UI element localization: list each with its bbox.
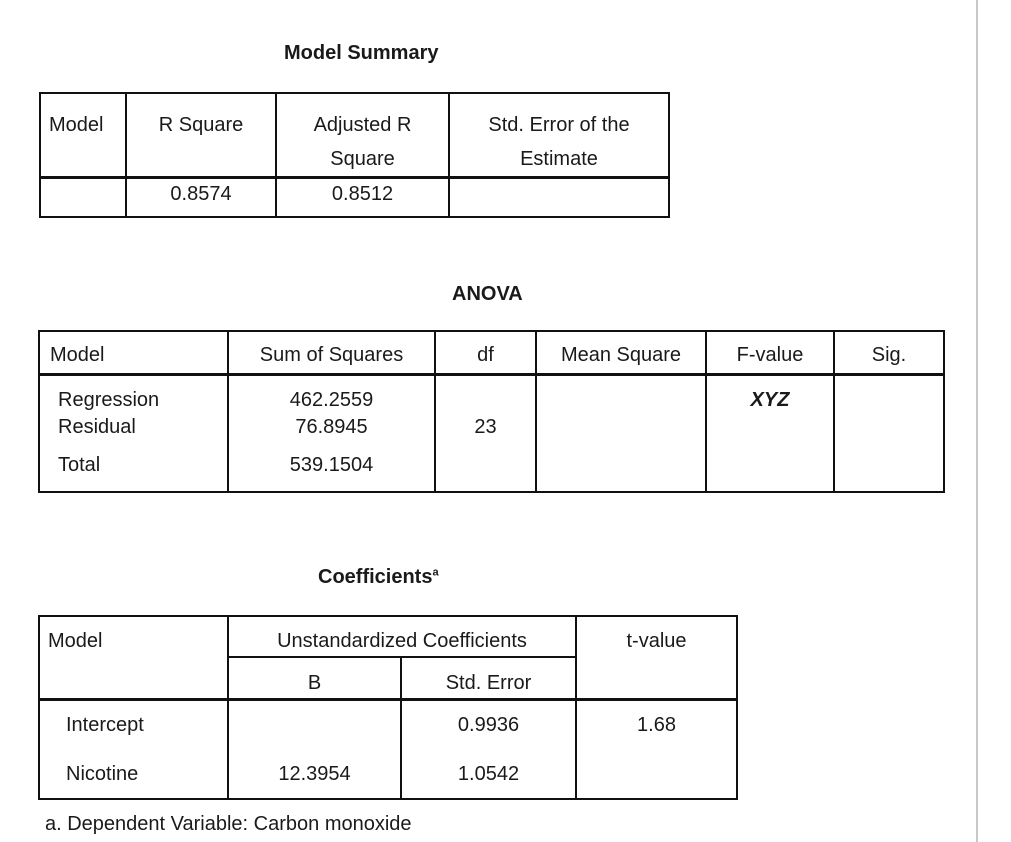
header-std-error: Std. Error of the Estimate — [448, 93, 669, 179]
cell-b: 12.3954 — [227, 749, 401, 799]
header-std-error-line1: Std. Error of the — [488, 114, 630, 136]
header-model: Model — [40, 93, 126, 179]
cell-model: Nicotine — [66, 763, 139, 785]
cell-sig — [833, 414, 944, 454]
cell-std-error: 1.0542 — [400, 749, 576, 799]
coefficients-footnote: a. Dependent Variable: Carbon monoxide — [45, 813, 412, 835]
table-row: Residual 76.8945 23 — [39, 414, 944, 454]
model-summary-title: Model Summary — [284, 42, 439, 64]
header-sig: Sig. — [833, 331, 944, 376]
header-r-square: R Square — [125, 93, 276, 179]
cell-sum-of-squares: 76.8945 — [227, 414, 435, 454]
header-adjusted-r-square: Adjusted R Square — [275, 93, 449, 179]
header-mean-square: Mean Square — [535, 331, 706, 376]
cell-t-value — [575, 749, 737, 799]
table-row: Total 539.1504 — [39, 454, 944, 492]
cell-f-value — [705, 414, 834, 454]
header-f-value: F-value — [705, 331, 834, 376]
coefficients-table: Model Unstandardized Coefficients t-valu… — [38, 615, 738, 800]
table-header-row: B Std. Error — [39, 657, 737, 701]
page-edge-line — [976, 0, 978, 842]
coefficients-title-text: Coefficients — [318, 566, 433, 588]
model-summary-table: Model R Square Adjusted R Square Std. Er… — [39, 92, 670, 218]
header-std-error: Std. Error — [400, 657, 576, 701]
coefficients-title: Coefficientsa — [318, 566, 439, 589]
header-std-error-line2: Estimate — [520, 148, 598, 170]
cell-df — [434, 374, 536, 414]
cell-f-value: XYZ — [705, 374, 834, 414]
table-header-row: Model R Square Adjusted R Square Std. Er… — [40, 93, 669, 179]
cell-sig — [833, 374, 944, 414]
header-df: df — [434, 331, 536, 376]
cell-t-value: 1.68 — [575, 699, 737, 749]
cell-model: Intercept — [66, 713, 144, 736]
header-sum-of-squares: Sum of Squares — [227, 331, 435, 376]
table-header-row: Model Unstandardized Coefficients t-valu… — [39, 616, 737, 701]
cell-model — [40, 178, 126, 217]
table-row: 0.8574 0.8512 — [40, 177, 669, 217]
cell-model: Regression — [58, 388, 160, 411]
header-adjusted-r-square-line1: Adjusted R — [313, 114, 412, 136]
table-row: Regression 462.2559 XYZ — [39, 374, 944, 414]
cell-model: Residual — [58, 416, 136, 438]
cell-mean-square — [535, 454, 706, 492]
header-model: Model — [39, 331, 228, 376]
header-adjusted-r-square-line2: Square — [330, 148, 395, 170]
cell-r-square: 0.8574 — [125, 177, 276, 217]
cell-std-error: 0.9936 — [400, 699, 576, 749]
cell-sum-of-squares: 462.2559 — [227, 374, 435, 414]
anova-table: Model Sum of Squares df Mean Square F-va… — [38, 330, 945, 493]
cell-model: Total — [58, 454, 101, 476]
table-header-row: Model Sum of Squares df Mean Square F-va… — [39, 331, 944, 376]
cell-df: 23 — [434, 414, 536, 454]
coefficients-title-superscript: a — [432, 566, 439, 579]
header-t-value: t-value — [575, 616, 737, 701]
cell-mean-square — [535, 374, 706, 414]
cell-f-value — [705, 454, 834, 492]
cell-std-error — [448, 177, 669, 217]
cell-b — [227, 699, 401, 749]
table-row: Intercept 0.9936 1.68 — [39, 699, 737, 749]
cell-sum-of-squares: 539.1504 — [227, 454, 435, 492]
header-b: B — [227, 657, 401, 701]
header-model: Model — [39, 616, 228, 701]
anova-title: ANOVA — [452, 283, 523, 305]
table-row: Nicotine 12.3954 1.0542 — [39, 749, 737, 799]
cell-mean-square — [535, 414, 706, 454]
header-unstandardized-coefficients: Unstandardized Coefficients — [227, 616, 576, 658]
cell-sig — [833, 454, 944, 492]
cell-df — [434, 454, 536, 492]
cell-adjusted-r-square: 0.8512 — [275, 177, 449, 217]
